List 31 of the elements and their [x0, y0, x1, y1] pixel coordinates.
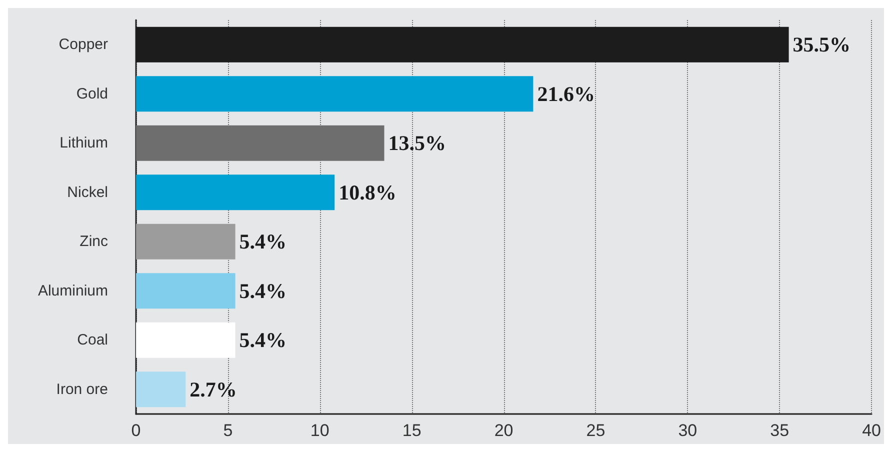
bar	[136, 224, 236, 260]
x-tick-label: 40	[862, 421, 882, 440]
data-label: 5.4%	[239, 230, 287, 254]
x-tick-label: 20	[494, 421, 514, 440]
bar	[136, 322, 236, 358]
y-tick-label: Lithium	[60, 134, 108, 152]
x-tick-label: 25	[586, 421, 606, 440]
y-tick-label: Nickel	[67, 184, 108, 201]
x-tick-label: 30	[678, 421, 698, 440]
bar	[136, 174, 335, 210]
y-tick-label: Iron ore	[56, 380, 108, 398]
bar	[136, 273, 236, 309]
bar	[136, 372, 186, 408]
x-tick-label: 5	[223, 421, 233, 440]
y-tick-label: Coal	[77, 332, 108, 349]
data-label: 5.4%	[239, 278, 287, 303]
x-tick-label: 10	[310, 421, 330, 440]
y-tick-label: Zinc	[80, 233, 108, 250]
x-tick-label: 0	[131, 421, 141, 440]
data-label: 10.8%	[338, 180, 396, 204]
x-tick-label: 35	[770, 421, 790, 440]
data-label: 21.6%	[537, 82, 595, 106]
x-tick-label: 15	[402, 421, 422, 440]
data-label: 13.5%	[388, 131, 446, 156]
y-tick-label: Aluminium	[38, 282, 108, 300]
bar	[136, 76, 534, 112]
y-tick-label: Gold	[76, 85, 108, 102]
data-label: 35.5%	[792, 32, 851, 57]
data-label: 2.7%	[190, 377, 237, 402]
y-tick-label: Copper	[58, 36, 108, 54]
data-label: 5.4%	[239, 328, 287, 352]
